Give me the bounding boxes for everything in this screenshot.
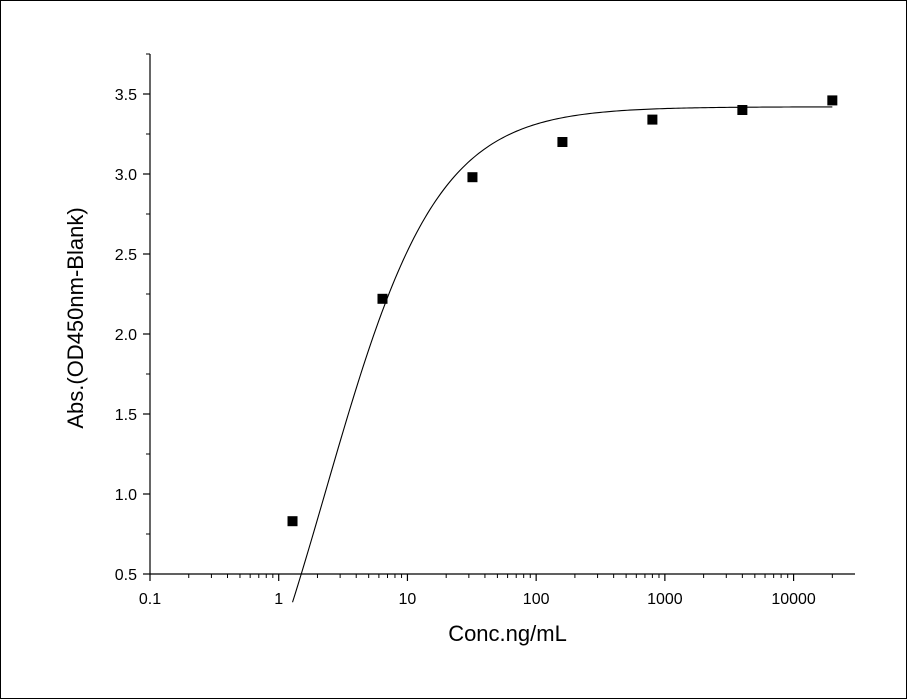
ticks: 0.5 1.0 1.5 2.0 2.5 3.0 3.5 0.1 1 10 100 1000 10000 [115,53,833,608]
data-point [287,516,298,527]
y-tick-label: 2.5 [115,247,137,264]
data-points-layer [287,95,838,527]
fit-curve [291,106,833,603]
y-tick-label: 3.5 [115,87,137,104]
axes [149,54,855,575]
x-tick-label: 0.1 [139,591,161,608]
data-point [647,114,658,125]
x-tick-label: 100 [523,591,550,608]
y-tick-label: 0.5 [115,567,137,584]
fit-curve-layer [291,106,833,603]
x-tick-label: 10 [399,591,417,608]
y-tick-label: 2.0 [115,327,137,344]
data-point [557,137,568,147]
y-tick-label: 1.0 [115,487,137,504]
x-tick-label: 10000 [771,591,816,608]
data-point [377,293,388,304]
y-tick-label: 3.0 [115,167,137,184]
data-point [467,172,478,183]
y-axis-title: Abs.(OD450nm-Blank) [63,207,88,428]
x-tick-label: 1 [274,591,283,608]
data-point [737,105,748,115]
data-point [827,95,838,106]
y-tick-label: 1.5 [115,407,137,424]
x-tick-label: 1000 [647,591,683,608]
x-axis-title: Conc.ng/mL [448,621,567,646]
